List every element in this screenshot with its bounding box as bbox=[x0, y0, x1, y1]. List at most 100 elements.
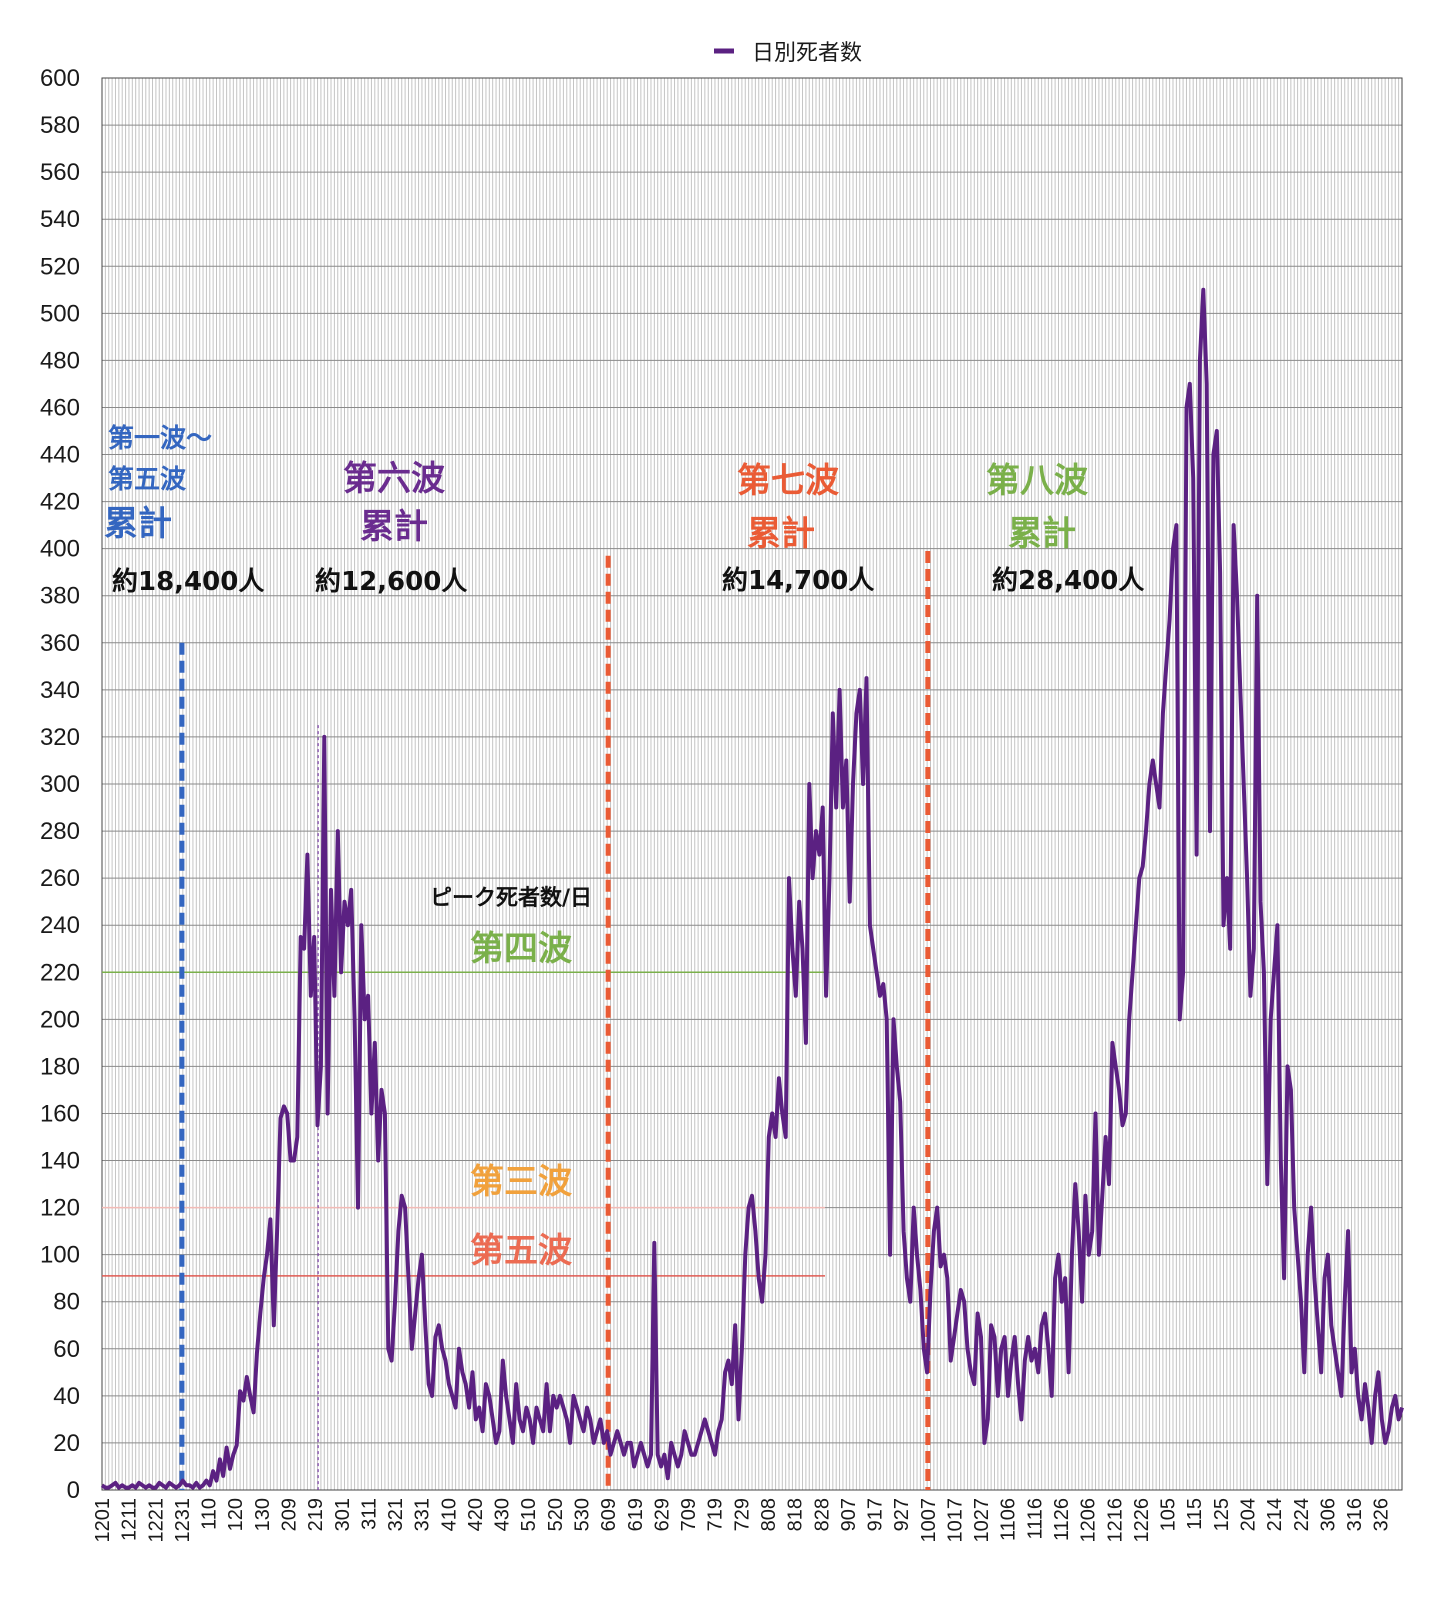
y-tick-label: 480 bbox=[40, 347, 80, 374]
y-tick-label: 180 bbox=[40, 1053, 80, 1080]
x-tick-label: 311 bbox=[358, 1498, 380, 1530]
y-tick-label: 520 bbox=[40, 253, 80, 280]
y-tick-label: 120 bbox=[40, 1195, 80, 1222]
x-tick-label: 204 bbox=[1237, 1498, 1259, 1531]
x-tick-label: 609 bbox=[598, 1498, 620, 1531]
x-tick-label: 1211 bbox=[119, 1498, 141, 1541]
x-tick-label: 224 bbox=[1291, 1498, 1313, 1531]
y-tick-label: 0 bbox=[67, 1477, 80, 1504]
wave-1-5-title-line2: 第五波 bbox=[108, 464, 187, 495]
ref-line-label-wave-4: 第四波 bbox=[470, 929, 572, 969]
x-tick-label: 1201 bbox=[92, 1498, 114, 1543]
x-tick-label: 120 bbox=[225, 1498, 247, 1531]
y-tick-label: 380 bbox=[40, 583, 80, 610]
x-tick-label: 629 bbox=[651, 1498, 673, 1531]
wave-8-total: 約28,400人 bbox=[992, 565, 1144, 596]
x-tick-label: 1216 bbox=[1104, 1498, 1126, 1543]
x-tick-label: 917 bbox=[865, 1498, 887, 1531]
wave-8-title: 第八波 bbox=[986, 461, 1088, 501]
x-tick-label: 125 bbox=[1211, 1498, 1233, 1531]
annotation-wave-8: 第八波 累計 約28,400人 bbox=[986, 461, 1144, 596]
y-tick-label: 320 bbox=[40, 724, 80, 751]
x-tick-label: 219 bbox=[305, 1498, 327, 1531]
x-tick-label: 1116 bbox=[1024, 1498, 1046, 1540]
y-tick-label: 580 bbox=[40, 112, 80, 139]
y-tick-label: 200 bbox=[40, 1006, 80, 1033]
y-tick-label: 100 bbox=[40, 1242, 80, 1269]
series-daily-deaths-line bbox=[100, 287, 1404, 1490]
y-tick-label: 540 bbox=[40, 206, 80, 233]
ref-line-label-wave-3: 第三波 bbox=[470, 1162, 572, 1202]
y-tick-label: 80 bbox=[53, 1289, 80, 1316]
ref-line-label-wave-5: 第五波 bbox=[470, 1231, 572, 1271]
x-tick-label: 130 bbox=[252, 1498, 274, 1531]
x-tick-label: 1221 bbox=[145, 1498, 167, 1543]
y-tick-label: 20 bbox=[53, 1430, 80, 1457]
x-tick-label: 520 bbox=[545, 1498, 567, 1531]
wave-1-5-subtitle: 累計 bbox=[104, 504, 172, 544]
x-tick-label: 1106 bbox=[998, 1498, 1020, 1541]
x-tick-label: 510 bbox=[518, 1498, 540, 1531]
wave-1-5-total: 約18,400人 bbox=[112, 566, 264, 597]
y-tick-label: 220 bbox=[40, 959, 80, 986]
y-tick-label: 340 bbox=[40, 677, 80, 704]
y-tick-label: 160 bbox=[40, 1100, 80, 1127]
x-axis-ticks: 1201 1211 1221 1231 110 120 130 209 219 301 311 321… bbox=[92, 1498, 1393, 1543]
x-tick-label: 1226 bbox=[1131, 1498, 1153, 1543]
x-tick-label: 321 bbox=[385, 1498, 407, 1531]
x-tick-label: 530 bbox=[572, 1498, 594, 1531]
x-tick-label: 105 bbox=[1158, 1498, 1180, 1531]
y-tick-label: 400 bbox=[40, 536, 80, 563]
x-tick-label: 828 bbox=[811, 1498, 833, 1531]
y-tick-label: 460 bbox=[40, 394, 80, 421]
x-tick-label: 1017 bbox=[944, 1498, 966, 1543]
x-tick-label: 115 bbox=[1184, 1498, 1206, 1530]
x-tick-label: 420 bbox=[465, 1498, 487, 1531]
wave-6-title: 第六波 bbox=[343, 459, 445, 499]
reference-lines bbox=[102, 971, 825, 1277]
x-tick-label: 808 bbox=[758, 1498, 780, 1531]
x-tick-label: 306 bbox=[1317, 1498, 1339, 1531]
y-tick-label: 140 bbox=[40, 1148, 80, 1175]
x-tick-label: 719 bbox=[705, 1498, 727, 1531]
x-tick-label: 110 bbox=[199, 1498, 221, 1530]
x-tick-label: 1007 bbox=[918, 1498, 940, 1543]
wave-8-subtitle: 累計 bbox=[1008, 514, 1076, 554]
x-tick-label: 927 bbox=[891, 1498, 913, 1531]
y-tick-label: 500 bbox=[40, 300, 80, 327]
x-tick-label: 818 bbox=[785, 1498, 807, 1531]
x-tick-label: 214 bbox=[1264, 1498, 1286, 1531]
wave-7-title: 第七波 bbox=[737, 461, 839, 501]
annotation-wave-6: 第六波 累計 約12,600人 bbox=[315, 459, 467, 597]
y-tick-label: 360 bbox=[40, 630, 80, 657]
y-tick-label: 40 bbox=[53, 1383, 80, 1410]
x-tick-label: 1231 bbox=[172, 1498, 194, 1543]
wave-6-total: 約12,600人 bbox=[315, 566, 467, 597]
x-tick-label: 209 bbox=[278, 1498, 300, 1531]
x-tick-label: 326 bbox=[1371, 1498, 1393, 1531]
y-axis-ticks: 0 20 40 60 80 100 120 140 160 180 200 220 240 260 280 3… bbox=[40, 65, 80, 1504]
x-tick-label: 907 bbox=[838, 1498, 860, 1531]
wave-7-subtitle: 累計 bbox=[747, 514, 815, 554]
x-tick-label: 1126 bbox=[1051, 1498, 1073, 1541]
wave-6-subtitle: 累計 bbox=[360, 507, 428, 547]
series-layer bbox=[100, 287, 1404, 1490]
x-tick-label: 729 bbox=[731, 1498, 753, 1531]
y-tick-label: 260 bbox=[40, 865, 80, 892]
y-tick-label: 300 bbox=[40, 771, 80, 798]
y-tick-label: 600 bbox=[40, 65, 80, 92]
legend: 日別死者数 bbox=[714, 41, 862, 66]
annotation-wave-1-5: 第一波〜 第五波 累計 約18,400人 bbox=[104, 423, 264, 597]
y-tick-label: 240 bbox=[40, 912, 80, 939]
plot-frame bbox=[101, 77, 1403, 1491]
y-tick-label: 280 bbox=[40, 818, 80, 845]
x-tick-label: 1027 bbox=[971, 1498, 993, 1543]
peak-deaths-label: ピーク死者数/日 bbox=[430, 885, 592, 911]
legend-label: 日別死者数 bbox=[752, 41, 862, 66]
x-tick-label: 709 bbox=[678, 1498, 700, 1531]
x-tick-label: 430 bbox=[492, 1498, 514, 1531]
y-tick-label: 60 bbox=[53, 1336, 80, 1363]
x-tick-label: 301 bbox=[332, 1498, 354, 1531]
y-tick-label: 440 bbox=[40, 442, 80, 469]
y-tick-label: 420 bbox=[40, 489, 80, 516]
